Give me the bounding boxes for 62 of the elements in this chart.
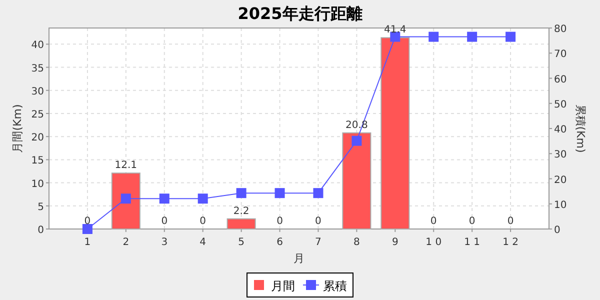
x-tick-label: 1 [84,237,91,248]
x-tick-label: 3 [161,237,168,248]
x-tick-label: 6 [276,237,283,248]
x-tick-label: 9 [392,237,398,248]
bar [226,218,256,230]
y2-tick-label: 70 [554,49,567,60]
y-tick-label: 10 [31,178,44,190]
data-label: 0 [430,216,437,227]
y2-tick-label: 60 [554,74,567,86]
point [120,194,131,204]
point [467,32,478,42]
x-tick-label: 1 0 [426,237,442,248]
legend-label: 月間 [271,279,295,293]
data-label: 0 [200,216,206,227]
point [390,32,400,42]
x-tick-label: 1 1 [464,237,480,248]
y-tick-label: 35 [31,63,44,74]
point [82,224,92,234]
point [506,32,516,42]
y-tick-label: 25 [31,109,44,120]
x-axis-title: 月 [294,252,304,265]
y2-tick-label: 40 [554,124,567,136]
point [352,136,362,146]
y-tick-label: 30 [31,86,44,98]
x-tick-label: 2 [122,237,130,248]
data-label: 0 [507,216,514,227]
y2-tick-label: 80 [554,24,567,35]
data-label: 41.4 [384,24,406,36]
y-tick-label: 0 [38,225,44,236]
bar [342,132,372,230]
y2-tick-label: 10 [554,200,567,211]
bar [111,172,140,230]
x-tick-label: 5 [238,237,244,248]
y-tick-label: 20 [31,132,44,144]
point [274,188,285,198]
y-axis-title: 月間(Km) [11,104,24,153]
data-label: 12.1 [114,160,138,172]
data-label: 2.2 [233,206,250,217]
data-label: 0 [468,216,476,227]
data-label: 0 [315,216,322,227]
x-tick-label: 4 [200,237,206,248]
bar [380,37,410,230]
x-tick-label: 8 [354,237,360,248]
point [313,188,324,198]
y2-tick-label: 50 [554,99,567,110]
x-tick-label: 7 [315,237,322,248]
data-label: 0 [161,216,168,227]
y2-axis-title: 累積(Km) [574,104,587,153]
x-tick-label: 1 2 [502,237,518,248]
point [236,188,246,198]
y-tick-label: 40 [31,40,44,52]
point [198,194,208,204]
y2-tick-label: 20 [554,174,567,186]
legend-label: 累積 [323,279,347,293]
chart-title: 2025年走行距離 [238,4,362,23]
y2-tick-label: 0 [554,225,560,236]
point [428,32,439,42]
y-tick-label: 5 [38,202,44,213]
data-label: 0 [276,216,283,227]
y-tick-label: 15 [31,156,44,167]
point [159,194,170,204]
y2-tick-label: 30 [554,150,567,161]
